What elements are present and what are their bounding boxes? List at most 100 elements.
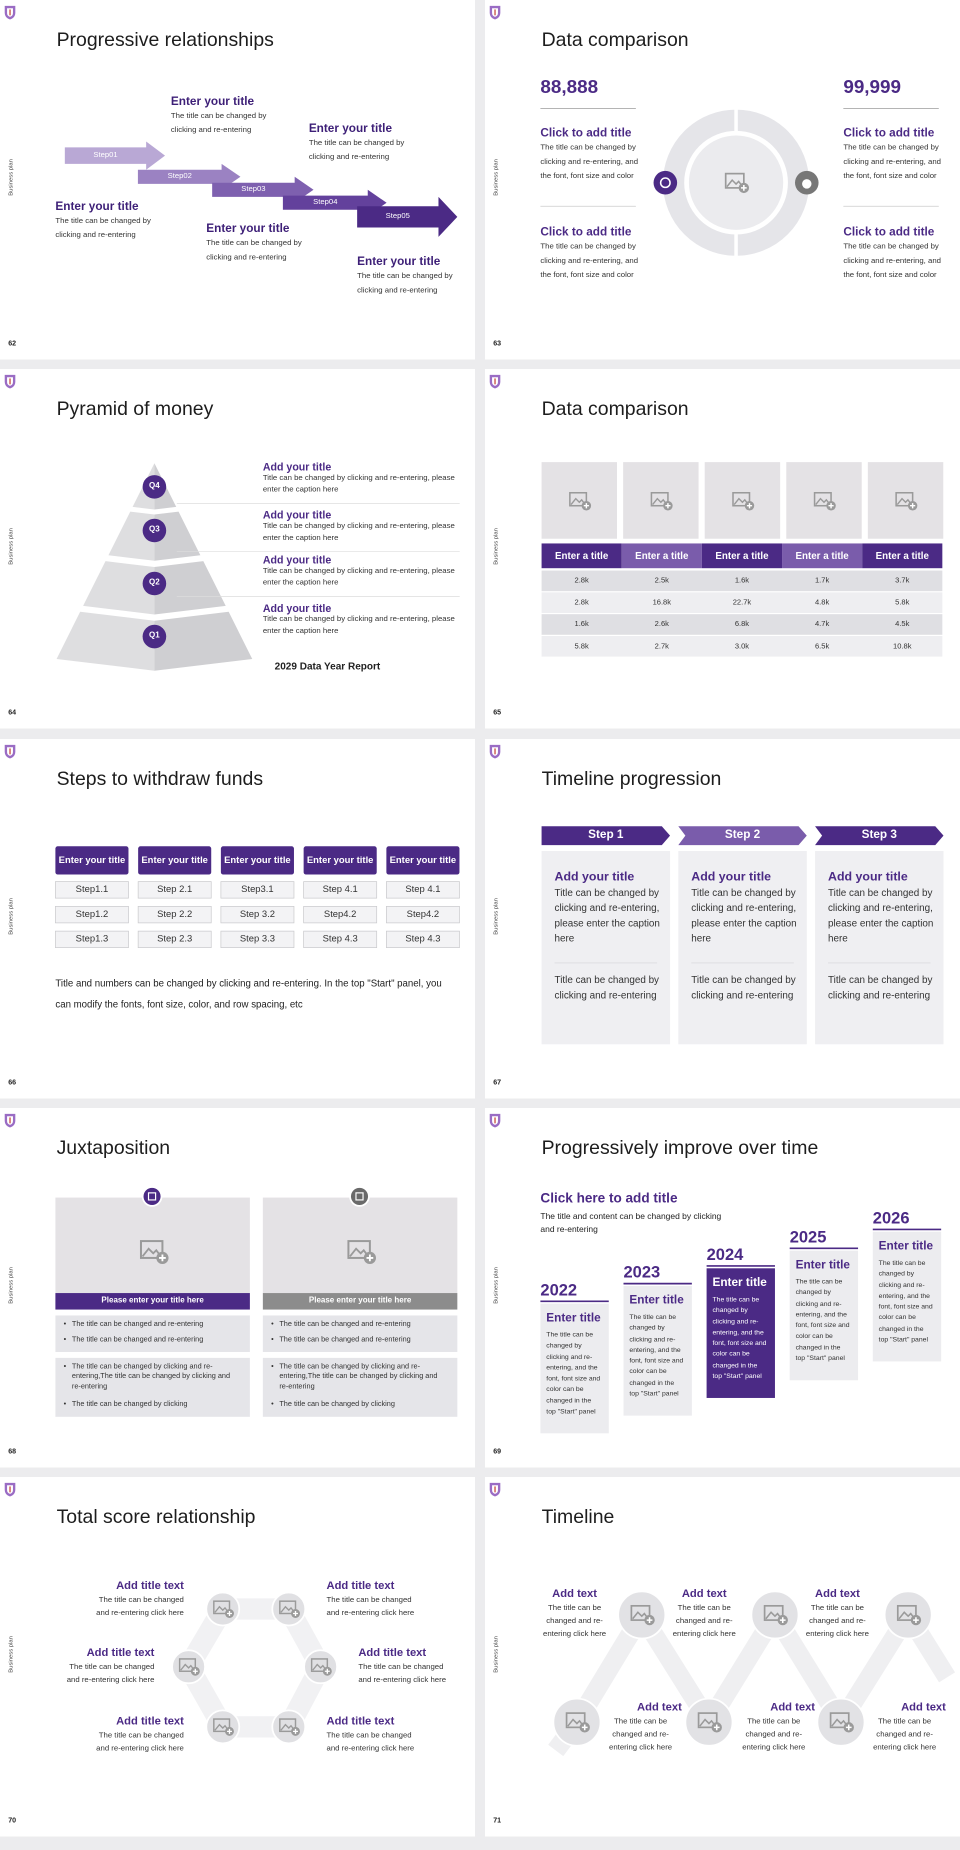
slide: Business plan 63 Data comparison 88,888 Clic… [485, 0, 960, 360]
table-cell: 5.8k [574, 642, 589, 651]
card-note: Title can be changed by clicking and re-… [554, 973, 660, 1001]
icon-frame [724, 172, 745, 189]
item-text: The title can be changed and re-entering… [326, 1596, 415, 1618]
item-title: Add text [901, 1701, 946, 1715]
image-placeholder-icon [279, 1718, 300, 1737]
slide-title: Data comparison [541, 398, 689, 420]
column-header [220, 845, 294, 875]
step-title: Enter your title [55, 200, 139, 214]
slide: Business plan 62 Progressive relationships… [0, 0, 476, 360]
list-item: The title can be changed and re-entering [64, 1320, 243, 1330]
badge-glyph [147, 1192, 157, 1201]
step-title: Enter your title [206, 222, 290, 236]
step-item: Step1.1 [75, 883, 109, 895]
table-cell: 2.8k [574, 576, 589, 585]
step-card [815, 850, 944, 1044]
icon-frame [829, 1712, 850, 1729]
header-cell [541, 543, 622, 569]
level-badge [142, 518, 167, 543]
badge-glyph [355, 1192, 364, 1201]
item-text: The title can be changed and re-entering… [672, 1604, 736, 1640]
step-label: Step04 [313, 198, 338, 207]
table-cell: 1.6k [734, 576, 750, 585]
panel-bar [262, 1292, 458, 1310]
step-text: The title can be changed by clicking and… [170, 111, 267, 134]
level-title: Add your title [262, 554, 332, 567]
table-cell: 4.8k [814, 598, 830, 607]
slide-title: Total score relationship [56, 1506, 256, 1528]
header-cell [862, 543, 943, 569]
step-item: Step4.2 [406, 908, 440, 919]
item-text: The title can be changed by clicking and… [843, 242, 941, 280]
image-placeholder-icon [139, 1239, 169, 1264]
badge-glyph [659, 177, 671, 189]
left-badge [653, 170, 678, 195]
icon-plus [779, 1617, 786, 1624]
image-placeholder-icon [630, 1605, 655, 1626]
image-circle [552, 1697, 602, 1747]
image-circle [684, 1697, 734, 1747]
slide-title: Timeline [541, 1506, 615, 1528]
image-placeholder-icon [896, 1605, 922, 1626]
level-text: Title can be changed by clicking and re-… [262, 522, 455, 543]
image-placeholder-icon [347, 1239, 377, 1264]
list-item: The title can be changed by clicking and… [64, 1362, 237, 1392]
step-title: Enter your title [357, 255, 441, 269]
page-number: 62 [8, 340, 17, 348]
list-item: The title can be changed by clicking [64, 1400, 237, 1410]
icon-plus [192, 1668, 198, 1674]
image-placeholder-icon [732, 492, 755, 511]
year-card [623, 1285, 692, 1416]
slide-title: Juxtaposition [56, 1137, 171, 1159]
page-number: 64 [8, 709, 17, 718]
item-title: Add title text [116, 1579, 184, 1593]
item-text: The title can be changed by clicking and… [843, 143, 941, 181]
step-label: Step 3 [861, 828, 897, 842]
level-title: Add your title [262, 461, 332, 474]
image-circle [617, 1590, 667, 1640]
card-title: Enter title [629, 1294, 684, 1308]
pyramid-left-face [56, 612, 155, 671]
icon-mountain [180, 1663, 195, 1671]
image-placeholder-icon [569, 492, 592, 511]
item-title: Add title text [358, 1646, 427, 1660]
column-title: Enter your title [58, 854, 126, 865]
image-placeholder-icon [697, 1712, 722, 1733]
item-text: The title can be changed and re-entering… [358, 1663, 447, 1685]
page-number: 69 [493, 1448, 502, 1456]
level-badge [142, 475, 167, 499]
image-box [623, 462, 699, 540]
table-row [541, 614, 943, 636]
step-chevron [541, 825, 671, 845]
icon-frame [178, 1658, 197, 1673]
level-text: Title can be changed by clicking and re-… [262, 615, 455, 636]
big-value: 99,999 [843, 77, 902, 98]
slide-title: Pyramid of money [56, 398, 214, 420]
step-label: Step 2 [724, 828, 761, 842]
icon-plus [581, 1724, 588, 1731]
item-title: Click to add title [540, 226, 632, 240]
slide-graphics [489, 1113, 942, 1434]
icon-plus [913, 1617, 919, 1624]
card-text: Title can be changed by clicking and re-… [828, 885, 934, 944]
slide-graphics [4, 1113, 458, 1417]
slide-title: Timeline progression [541, 768, 722, 790]
inner-circle [686, 133, 786, 233]
table-cell: 16.8k [652, 598, 672, 607]
header-text: Enter a title [715, 549, 769, 562]
image-placeholder-icon [310, 1658, 332, 1676]
big-value: 88,888 [540, 77, 599, 98]
image-box [867, 462, 944, 540]
card-text: Title can be changed by clicking and re-… [691, 885, 797, 944]
icon-plus [227, 1729, 232, 1735]
list-item: The title can be changed and re-entering [271, 1335, 450, 1345]
image-circle [883, 1590, 933, 1640]
level-label: Q4 [149, 482, 160, 491]
icon-frame [347, 1239, 371, 1259]
card-title: Add your title [691, 869, 772, 884]
icon-mountain [312, 1663, 327, 1671]
icon-plus [746, 503, 753, 509]
year: 2026 [872, 1208, 910, 1227]
step-item: Step 4.3 [322, 933, 358, 944]
